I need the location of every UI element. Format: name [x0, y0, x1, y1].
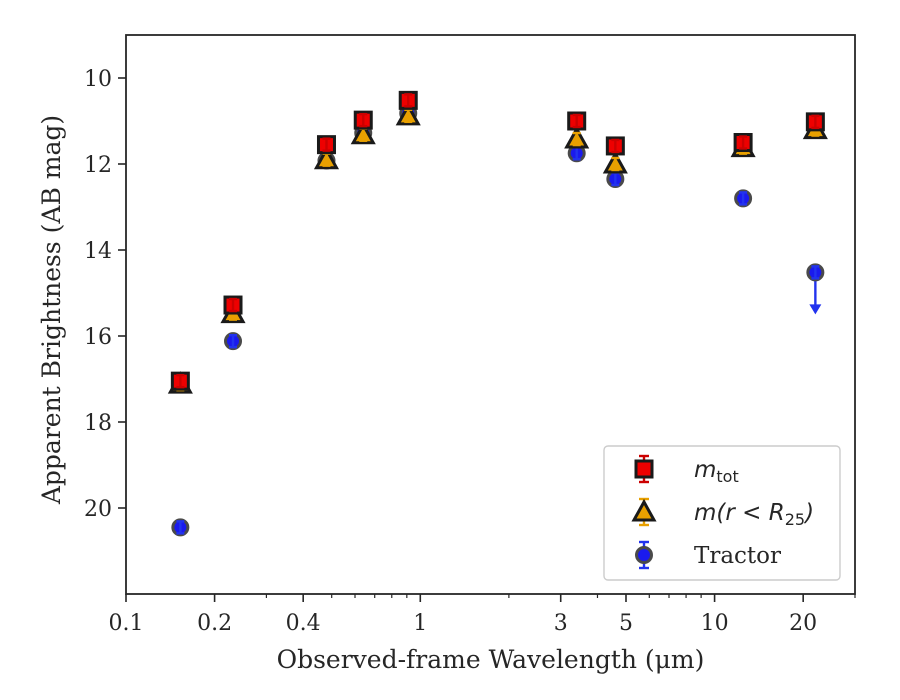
legend-box	[603, 445, 841, 581]
y-tick-label: 10	[84, 67, 112, 92]
x-tick-label: 0.4	[286, 611, 321, 636]
plot-data	[167, 90, 828, 537]
x-tick-label: 10	[701, 611, 729, 636]
x-axis-label: Observed-frame Wavelength (μm)	[277, 645, 705, 674]
legend-label: Tractor	[694, 543, 781, 569]
x-tick-label: 0.2	[197, 611, 232, 636]
legend-entry: Tractor	[635, 540, 781, 570]
x-tick-label: 3	[554, 611, 568, 636]
y-tick-label: 18	[84, 411, 112, 436]
y-axis-label: Apparent Brightness (AB mag)	[37, 115, 66, 505]
series-square	[170, 90, 825, 391]
legend: mtot m(r < R25) Tractor	[603, 445, 841, 581]
plot-frame	[125, 34, 856, 595]
legend-label: mtot	[694, 457, 739, 486]
legend-label: m(r < R25)	[694, 500, 814, 529]
x-tick-label: 5	[619, 611, 633, 636]
series-triangle	[167, 102, 828, 394]
y-tick-label: 14	[84, 239, 112, 264]
legend-entry: mtot	[634, 454, 739, 486]
x-tick-label: 0.1	[109, 611, 144, 636]
upper-limit-arrowhead	[809, 304, 822, 315]
axes: 0.1 0.2 0.4 1 3 5 10 20 10 12 14 16 18 20 Observed-fra…	[37, 34, 856, 674]
y-tick-label: 12	[84, 153, 112, 178]
series-circle	[171, 104, 825, 537]
legend-marker-triangle	[631, 498, 657, 522]
legend-marker-circle	[635, 546, 653, 564]
x-tick-label: 1	[413, 611, 427, 636]
legend-entry: m(r < R25)	[631, 497, 814, 529]
y-tick-label: 16	[84, 325, 112, 350]
x-tick-label: 20	[789, 611, 817, 636]
y-tick-label: 20	[84, 497, 112, 522]
legend-marker-square	[634, 459, 654, 479]
